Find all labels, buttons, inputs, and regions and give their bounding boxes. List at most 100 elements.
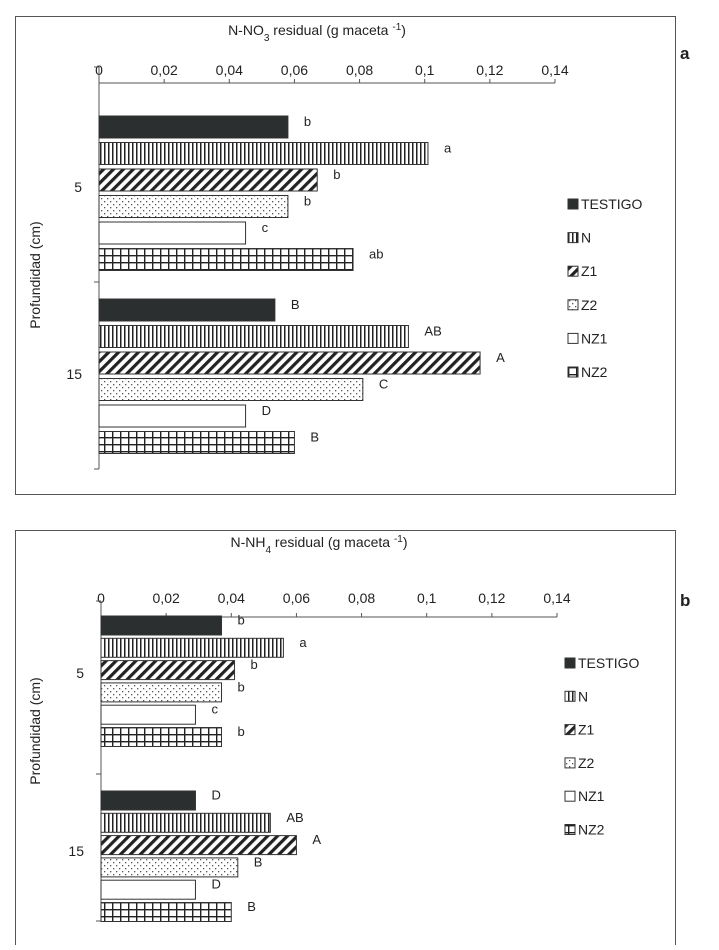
bar-nz1 — [100, 704, 196, 725]
legend-label: N — [581, 230, 591, 246]
chart-title: N-NO3 residual (g maceta -1) — [228, 22, 406, 44]
chart-panel-b: N-NH4 residual (g maceta -1) 0 0,02 0,04 0,0… — [15, 530, 676, 945]
bar-n — [98, 142, 429, 165]
bar-testigo — [100, 790, 196, 811]
legend-swatch-n — [564, 690, 576, 702]
bar-n — [100, 637, 284, 658]
bar-z1 — [98, 168, 318, 192]
category-label: 15 — [66, 366, 82, 382]
bar-nz2 — [98, 248, 354, 271]
data-label: A — [312, 832, 321, 847]
legend-swatch-n — [567, 232, 579, 244]
legend-swatch-z1 — [564, 724, 576, 736]
bar-z1 — [100, 835, 297, 856]
y-axis-label: Profundidad (cm) — [27, 221, 43, 328]
legend-swatch-z2 — [567, 299, 579, 311]
data-label: B — [291, 297, 300, 312]
legend-label: NZ2 — [581, 364, 608, 380]
bar-nz1 — [98, 221, 247, 245]
data-label: b — [251, 657, 258, 672]
x-tick-label: 0,1 — [417, 590, 437, 606]
data-label: D — [262, 403, 271, 418]
x-tick-label: 0,12 — [478, 590, 505, 606]
bar-nz1 — [100, 879, 196, 900]
chart-a-svg: N-NO3 residual (g maceta -1)00,020,040,0… — [27, 22, 643, 470]
x-tick-label: 0,02 — [153, 590, 180, 606]
data-label: AB — [424, 324, 441, 339]
legend-swatch-nz2 — [567, 366, 579, 378]
legend-swatch-nz2 — [564, 824, 576, 835]
legend-swatch-nz1 — [564, 790, 576, 802]
bar-testigo — [98, 115, 289, 139]
category-label: 5 — [74, 179, 82, 195]
bar-n — [98, 325, 409, 348]
bar-nz1 — [98, 404, 247, 428]
data-label: D — [211, 877, 220, 892]
bar-testigo — [98, 298, 276, 322]
data-label: a — [299, 635, 307, 650]
bar-z2 — [98, 195, 289, 218]
legend-label: Z2 — [581, 297, 598, 313]
legend-label: NZ1 — [578, 788, 605, 804]
chart-panel-a: N-NO3 residual (g maceta -1)00,020,040,0… — [15, 16, 676, 495]
panel-letter-a: a — [680, 44, 690, 63]
bar-z2 — [100, 857, 239, 878]
data-label: c — [262, 220, 269, 235]
chart-title: N-NH4 residual (g maceta -1) — [230, 534, 407, 556]
x-tick-label: 0,04 — [216, 62, 243, 78]
bar-nz2 — [98, 431, 295, 454]
legend-label: Z1 — [578, 722, 595, 738]
category-label: 5 — [76, 665, 84, 681]
y-axis-label: Profundidad (cm) — [27, 677, 43, 784]
data-label: B — [254, 854, 263, 869]
data-label: a — [444, 141, 452, 156]
x-tick-label: 0 — [97, 590, 105, 606]
data-label: ab — [369, 247, 383, 262]
panel-letter-b: b — [680, 591, 691, 610]
bar-z1 — [100, 660, 236, 681]
x-tick-label: 0,1 — [415, 62, 435, 78]
bar-z2 — [100, 682, 223, 703]
data-label: B — [247, 899, 256, 914]
legend-swatch-z2 — [564, 757, 576, 769]
x-tick-label: 0,06 — [283, 590, 310, 606]
data-label: AB — [286, 810, 303, 825]
legend-label: N — [578, 688, 588, 704]
x-tick-label: 0,08 — [346, 62, 373, 78]
bar-testigo — [100, 615, 223, 636]
bar-z1 — [98, 351, 481, 375]
legend-label: NZ2 — [578, 822, 605, 838]
data-label: b — [304, 194, 311, 209]
x-tick-label: 0,06 — [281, 62, 308, 78]
legend-swatch-testigo — [567, 198, 579, 210]
data-label: A — [496, 350, 505, 365]
bar-z2 — [98, 378, 364, 401]
bar-n — [100, 812, 271, 833]
legend-label: NZ1 — [581, 330, 608, 346]
legend-label: TESTIGO — [578, 655, 640, 671]
data-label: b — [238, 613, 245, 628]
bar-nz2 — [100, 727, 223, 747]
legend-label: Z1 — [581, 263, 598, 279]
legend-swatch-nz1 — [567, 332, 579, 344]
legend-swatch-testigo — [564, 657, 576, 669]
legend-swatch-z1 — [567, 265, 579, 277]
x-tick-label: 0,12 — [476, 62, 503, 78]
x-tick-label: 0,14 — [541, 62, 568, 78]
legend-label: Z2 — [578, 755, 595, 771]
x-tick-label: 0,08 — [348, 590, 375, 606]
data-label: b — [304, 114, 311, 129]
data-label: B — [310, 430, 319, 445]
data-label: c — [211, 702, 218, 717]
data-label: D — [211, 788, 220, 803]
x-tick-label: 0,04 — [218, 590, 245, 606]
data-label: b — [238, 679, 245, 694]
data-label: C — [379, 377, 388, 392]
category-label: 15 — [68, 843, 84, 859]
data-label: b — [238, 724, 245, 739]
legend-label: TESTIGO — [581, 196, 643, 212]
data-label: b — [333, 167, 340, 182]
x-tick-label: 0,14 — [543, 590, 570, 606]
chart-b-svg: N-NH4 residual (g maceta -1) 0 0,02 0,04 0,0… — [27, 534, 640, 922]
bar-nz2 — [100, 902, 232, 922]
